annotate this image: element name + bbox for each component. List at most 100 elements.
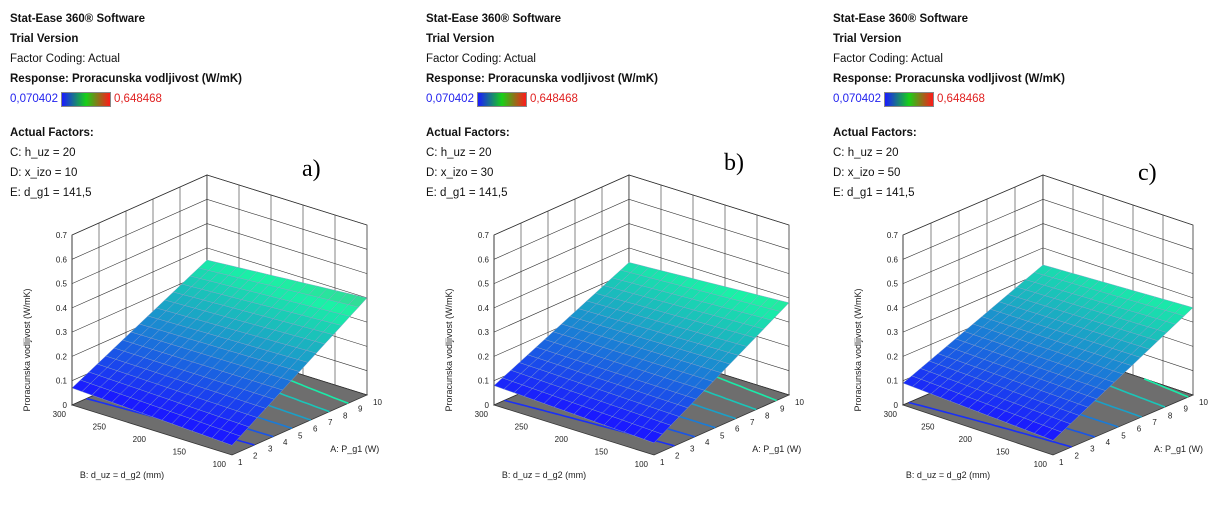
z-tick-label: 0.7 <box>56 231 68 240</box>
factors-title: Actual Factors: <box>833 127 917 139</box>
info-block: Stat-Ease 360® Software Trial Version Fa… <box>833 9 1065 203</box>
surface-plot-svg: 0 0.1 0.2 0.3 0.4 0.5 0.6 0.7 Proracunska vodlji… <box>444 174 804 480</box>
x-tick-label: 7 <box>750 418 755 427</box>
z-tick-label: 0.1 <box>887 377 899 386</box>
x-tick-label: 6 <box>313 425 318 434</box>
factor-coding: Factor Coding: Actual <box>10 53 120 65</box>
z-tick-label: 0 <box>63 401 68 410</box>
z-gridline <box>902 198 1194 260</box>
y-tick-label: 150 <box>173 448 187 457</box>
x-tick-label: 9 <box>1183 405 1188 414</box>
z-gridline <box>902 174 1194 236</box>
color-gradient-bar <box>883 91 934 107</box>
y-axis-title: B: d_uz = d_g2 (mm) <box>80 470 164 480</box>
y-tick-label: 150 <box>595 448 609 457</box>
panel-a: Stat-Ease 360® Software Trial Version Fa… <box>0 0 400 522</box>
x-tick-label: 10 <box>1199 398 1208 407</box>
z-axis-title: Proracunska vodljivost (W/mK) <box>853 288 863 411</box>
x-axis-title: A: P_g1 (W) <box>1154 444 1203 454</box>
x-tick-label: 6 <box>735 425 740 434</box>
surface-cell <box>770 299 790 312</box>
software-name: Stat-Ease 360® Software <box>833 13 969 25</box>
x-tick-label: 9 <box>780 405 785 414</box>
factor-e: E: d_g1 = 141,5 <box>833 187 915 199</box>
x-axis-title: A: P_g1 (W) <box>330 444 379 454</box>
z-tick-label: 0.7 <box>887 231 899 240</box>
y-axis-title: B: d_uz = d_g2 (mm) <box>906 470 990 480</box>
z-gridline <box>902 223 1194 284</box>
y-tick-label: 300 <box>884 410 898 419</box>
version-label: Trial Version <box>426 33 495 45</box>
z-tick-label: 0.7 <box>478 231 490 240</box>
contour-line <box>1143 378 1189 398</box>
factor-e: E: d_g1 = 141,5 <box>426 187 508 199</box>
z-tick-label: 0 <box>894 401 899 410</box>
z-gridline <box>71 174 368 236</box>
z-tick-label: 0 <box>485 401 490 410</box>
y-tick-label: 300 <box>475 410 489 419</box>
x-tick-label: 7 <box>328 418 333 427</box>
factor-d: D: x_izo = 10 <box>10 167 78 179</box>
x-tick-label: 8 <box>1168 411 1173 420</box>
z-tick-label: 0.4 <box>56 304 68 313</box>
x-tick-label: 2 <box>1075 451 1080 460</box>
range-high: 0,648468 <box>936 93 985 105</box>
z-tick-label: 0.6 <box>56 255 68 264</box>
x-tick-label: 7 <box>1152 418 1157 427</box>
factor-e: E: d_g1 = 141,5 <box>10 187 92 199</box>
y-tick-label: 250 <box>515 423 529 432</box>
y-tick-label: 100 <box>213 460 227 469</box>
range-low: 0,070402 <box>833 93 881 105</box>
z-tick-label: 0.1 <box>56 377 68 386</box>
z-axis-title: Proracunska vodljivost (W/mK) <box>444 288 454 411</box>
z-tick-label: 0.5 <box>56 280 68 289</box>
x-tick-label: 5 <box>1121 431 1126 440</box>
response-label: Response: Proracunska vodljivost (W/mK) <box>833 73 1065 85</box>
z-gridline <box>71 247 368 309</box>
factor-coding: Factor Coding: Actual <box>426 53 536 65</box>
z-tick-label: 0.2 <box>478 352 490 361</box>
x-tick-label: 3 <box>1090 445 1095 454</box>
z-gridline <box>493 223 790 284</box>
factor-c: C: h_uz = 20 <box>10 147 76 159</box>
x-tick-label: 6 <box>1137 425 1142 434</box>
x-tick-label: 4 <box>1106 438 1111 447</box>
response-label: Response: Proracunska vodljivost (W/mK) <box>10 73 242 85</box>
z-tick-label: 0.2 <box>887 352 899 361</box>
y-tick-label: 200 <box>133 435 147 444</box>
response-label: Response: Proracunska vodljivost (W/mK) <box>426 73 658 85</box>
z-tick-label: 0.5 <box>887 280 899 289</box>
surface-cell <box>348 295 368 308</box>
z-gridline <box>71 198 368 260</box>
y-tick-label: 300 <box>53 410 67 419</box>
y-axis-title: B: d_uz = d_g2 (mm) <box>502 470 586 480</box>
y-tick-label: 200 <box>555 435 569 444</box>
x-tick-label: 5 <box>298 431 303 440</box>
x-tick-label: 5 <box>720 431 725 440</box>
color-gradient-bar <box>476 91 527 107</box>
x-axis-title: A: P_g1 (W) <box>752 444 801 454</box>
y-tick-label: 100 <box>1034 460 1048 469</box>
x-tick-label: 3 <box>268 445 273 454</box>
range-low: 0,070402 <box>10 93 58 105</box>
range-high: 0,648468 <box>113 93 162 105</box>
factor-c: C: h_uz = 20 <box>426 147 492 159</box>
z-tick-label: 0.5 <box>478 280 490 289</box>
color-gradient-bar <box>60 91 111 107</box>
z-gridline <box>493 198 790 260</box>
factor-coding: Factor Coding: Actual <box>833 53 943 65</box>
panel-label: b) <box>724 150 744 176</box>
x-tick-label: 1 <box>238 458 243 467</box>
z-tick-label: 0.6 <box>478 255 490 264</box>
z-tick-label: 0.2 <box>56 352 68 361</box>
software-name: Stat-Ease 360® Software <box>10 13 146 25</box>
surface-plot-svg: 0 0.1 0.2 0.3 0.4 0.5 0.6 0.7 Proracunska vodlji… <box>853 174 1208 480</box>
x-tick-label: 2 <box>675 451 680 460</box>
surface-plot-svg: 0 0.1 0.2 0.3 0.4 0.5 0.6 0.7 Proracunska vodlji… <box>22 174 382 480</box>
z-gridline <box>493 247 790 309</box>
panel-b: Stat-Ease 360® Software Trial Version Fa… <box>416 0 816 522</box>
x-tick-label: 1 <box>1059 458 1064 467</box>
x-tick-label: 4 <box>705 438 710 447</box>
y-tick-label: 150 <box>996 448 1010 457</box>
panel-c: Stat-Ease 360® Software Trial Version Fa… <box>823 0 1210 522</box>
